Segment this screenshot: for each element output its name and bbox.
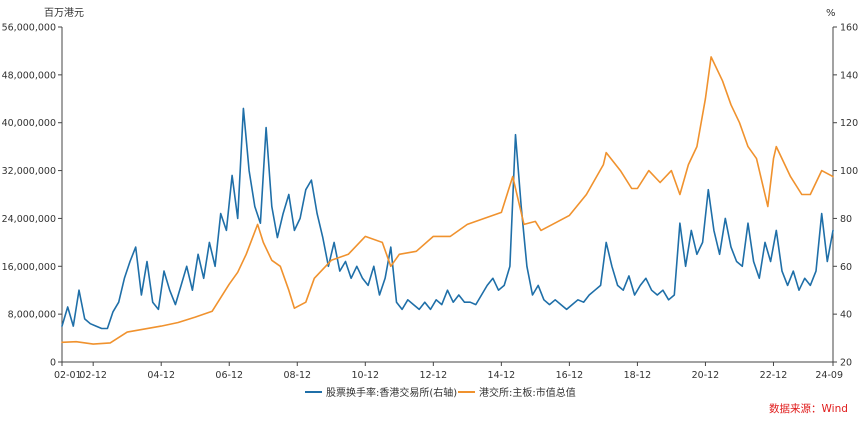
left-axis-tick-label: 40,000,000 xyxy=(2,118,56,129)
left-axis-unit: 百万港元 xyxy=(44,7,84,19)
axes xyxy=(61,27,834,363)
left-axis-tick-label: 48,000,000 xyxy=(2,70,56,81)
left-axis-tick-label: 0 xyxy=(50,358,56,369)
right-axis-tick-label: 40 xyxy=(840,310,852,321)
legend-label-market-cap: 港交所:主板:市值总值 xyxy=(479,386,576,399)
x-axis-tick-label: 22-12 xyxy=(760,370,788,381)
left-axis-tick-label: 8,000,000 xyxy=(8,310,56,321)
right-axis-ticks: 20 40 60 80 100 120 140 160 xyxy=(833,23,858,369)
x-axis-tick-label: 06-12 xyxy=(215,370,243,381)
legend: 股票换手率:香港交易所(右轴) 港交所:主板:市值总值 xyxy=(305,386,576,399)
left-axis-tick-label: 24,000,000 xyxy=(2,214,56,225)
right-axis-tick-label: 160 xyxy=(840,23,858,34)
x-axis-tick-label: 20-12 xyxy=(692,370,720,381)
series-layer xyxy=(61,56,834,345)
series-line-market-cap xyxy=(61,56,834,345)
legend-label-turnover: 股票换手率:香港交易所(右轴) xyxy=(326,386,457,399)
right-axis-tick-label: 20 xyxy=(840,358,852,369)
right-axis-tick-label: 140 xyxy=(840,70,858,81)
series-line-turnover-rate xyxy=(61,107,834,330)
data-source-note: 数据来源：Wind xyxy=(769,402,848,415)
x-axis-tick-label: 02-12 xyxy=(79,370,107,381)
x-axis-tick-label: 08-12 xyxy=(283,370,311,381)
right-axis-tick-label: 80 xyxy=(840,214,852,225)
left-axis-tick-label: 32,000,000 xyxy=(2,166,56,177)
left-axis-tick-label: 16,000,000 xyxy=(2,262,56,273)
left-axis-ticks: 0 8,000,000 16,000,000 24,000,000 32,000,000… xyxy=(2,23,62,369)
right-axis-tick-label: 120 xyxy=(840,118,858,129)
x-axis-tick-label: 14-12 xyxy=(488,370,516,381)
right-axis-tick-label: 100 xyxy=(840,166,858,177)
x-axis-tick-label: 10-12 xyxy=(351,370,379,381)
x-axis-tick-label: 02-01 xyxy=(54,370,82,381)
x-axis-tick-label: 04-12 xyxy=(147,370,175,381)
x-axis-tick-label: 18-12 xyxy=(624,370,652,381)
x-axis-tick-label: 24-09 xyxy=(815,370,843,381)
x-axis-tick-label: 16-12 xyxy=(556,370,584,381)
right-axis-tick-label: 60 xyxy=(840,262,852,273)
x-axis-tick-label: 12-12 xyxy=(420,370,448,381)
right-axis-unit: % xyxy=(826,8,836,19)
left-axis-tick-label: 56,000,000 xyxy=(2,23,56,34)
